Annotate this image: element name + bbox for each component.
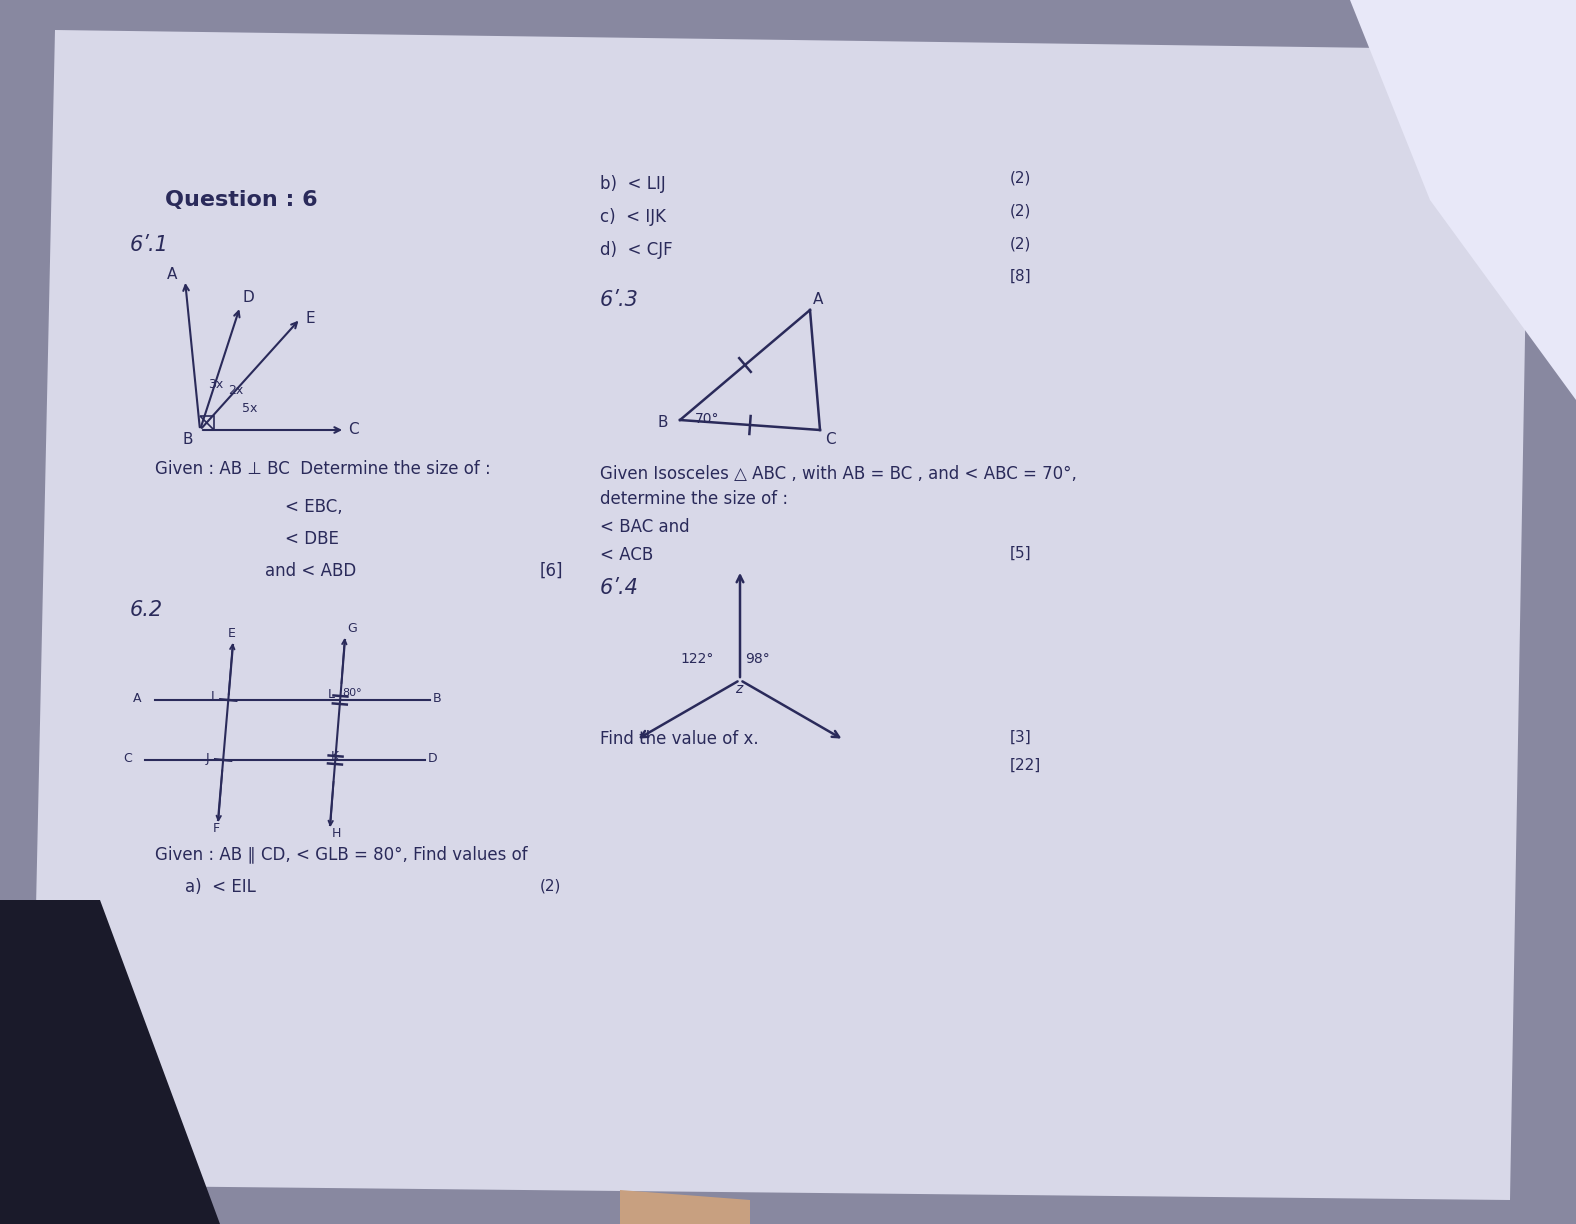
Text: < EBC,: < EBC, <box>285 498 342 517</box>
Text: F: F <box>213 823 221 835</box>
Text: 6.2: 6.2 <box>129 600 164 621</box>
Text: A: A <box>167 267 178 282</box>
Text: Question : 6: Question : 6 <box>165 190 318 211</box>
Text: b)  < LIJ: b) < LIJ <box>600 175 665 193</box>
Text: K: K <box>331 750 339 763</box>
Text: Given : AB ⊥ BC  Determine the size of :: Given : AB ⊥ BC Determine the size of : <box>154 460 490 479</box>
Text: < ACB: < ACB <box>600 546 652 564</box>
Text: J: J <box>205 752 208 765</box>
Text: 5x: 5x <box>243 401 257 415</box>
Text: 122°: 122° <box>679 652 714 666</box>
Text: A: A <box>813 293 823 307</box>
Text: d)  < CJF: d) < CJF <box>600 241 673 259</box>
Text: C: C <box>348 422 359 437</box>
Text: C: C <box>824 432 835 447</box>
Text: < BAC and: < BAC and <box>600 518 690 536</box>
Text: (2): (2) <box>1010 236 1031 251</box>
Text: 98°: 98° <box>745 652 769 666</box>
Text: 6ʹ.3: 6ʹ.3 <box>600 290 638 310</box>
Text: D: D <box>243 290 254 305</box>
Polygon shape <box>0 900 221 1224</box>
Text: z: z <box>734 682 742 696</box>
Text: (2): (2) <box>541 878 561 894</box>
Text: D: D <box>429 752 438 765</box>
Polygon shape <box>1351 0 1576 400</box>
Text: [3]: [3] <box>1010 730 1032 745</box>
Text: [5]: [5] <box>1010 546 1032 561</box>
Text: B: B <box>433 692 441 705</box>
Text: B: B <box>181 432 192 447</box>
Text: c)  < IJK: c) < IJK <box>600 208 667 226</box>
Text: < DBE: < DBE <box>285 530 339 548</box>
Text: Given Isosceles △ ABC , with AB = BC , and < ABC = 70°,: Given Isosceles △ ABC , with AB = BC , a… <box>600 465 1076 483</box>
Text: [8]: [8] <box>1010 269 1032 284</box>
Text: [6]: [6] <box>541 562 564 580</box>
Text: E: E <box>229 627 236 640</box>
Text: 6ʹ.4: 6ʹ.4 <box>600 578 638 599</box>
Text: and < ABD: and < ABD <box>265 562 356 580</box>
Text: H: H <box>333 827 342 840</box>
Polygon shape <box>30 31 1530 1200</box>
Text: L: L <box>328 688 336 701</box>
Text: C: C <box>123 752 132 765</box>
Text: a)  < EIL: a) < EIL <box>184 878 255 896</box>
Text: 3x: 3x <box>208 378 224 390</box>
Text: 6ʹ.1: 6ʹ.1 <box>129 235 169 255</box>
Text: [22]: [22] <box>1010 758 1042 774</box>
Text: E: E <box>306 311 315 326</box>
Text: I: I <box>210 690 214 703</box>
Text: G: G <box>347 622 356 635</box>
Text: (2): (2) <box>1010 203 1031 218</box>
Text: Given : AB ∥ CD, < GLB = 80°, Find values of: Given : AB ∥ CD, < GLB = 80°, Find value… <box>154 845 528 863</box>
Text: 70°: 70° <box>695 412 720 426</box>
Text: B: B <box>659 415 668 430</box>
Text: 80°: 80° <box>342 688 362 698</box>
Text: Find the value of x.: Find the value of x. <box>600 730 758 748</box>
Text: determine the size of :: determine the size of : <box>600 490 788 508</box>
Text: (2): (2) <box>1010 170 1031 185</box>
Polygon shape <box>619 1190 750 1224</box>
Text: 2x: 2x <box>229 384 243 397</box>
Text: A: A <box>132 692 142 705</box>
